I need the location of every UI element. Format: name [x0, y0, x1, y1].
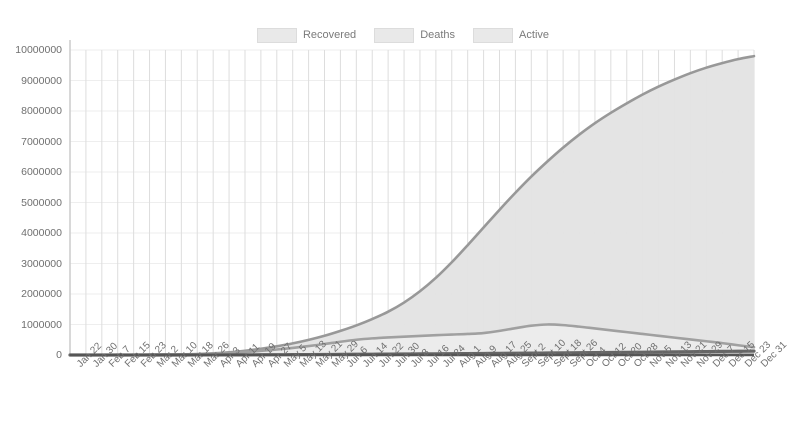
x-axis-tick-label: Jan 30	[90, 340, 120, 370]
x-axis-tick-label: Apr 19	[249, 341, 279, 370]
y-axis-tick-label: 7000000	[21, 135, 62, 148]
x-axis-tick-label: Dec 15	[727, 339, 758, 370]
x-axis-tick-label: Jul 8	[409, 347, 432, 370]
x-axis-tick-label: Jun 30	[393, 340, 423, 370]
x-axis-tick-label: Sept 26	[568, 337, 601, 370]
x-axis-tick-label: May 21	[313, 338, 345, 370]
y-axis-tick-label: 8000000	[21, 105, 62, 117]
x-axis-tick-label: Apr 27	[265, 341, 295, 370]
x-axis-tick-label: Feb 23	[138, 339, 169, 370]
y-axis-tick-label: 2000000	[21, 288, 62, 300]
x-axis-tick-label: Aug 9	[472, 343, 499, 370]
x-axis-tick-label: Jul 24	[440, 343, 468, 370]
x-axis-tick-label: Mar 18	[186, 339, 217, 370]
legend-swatch-deaths-icon	[374, 28, 415, 43]
chart-legend: Recovered Deaths Active	[0, 28, 806, 43]
x-axis-tick-label: Sept 10	[536, 337, 569, 370]
x-axis-tick-label: Nov 13	[663, 339, 694, 370]
y-axis-tick-label: 6000000	[21, 166, 62, 178]
x-axis-tick-label: Dec 23	[743, 339, 774, 370]
x-axis-tick-label: Dec 31	[759, 339, 790, 370]
x-axis-tick-label: Mar 10	[170, 339, 201, 370]
y-axis-tick-label: 1000000	[21, 318, 62, 331]
x-axis-tick-label: Mar 2	[154, 343, 181, 370]
x-axis-tick-label: Oct 28	[631, 341, 661, 370]
y-axis-tick-label: 0	[56, 349, 62, 361]
x-axis-tick-label: Oct 12	[599, 341, 629, 370]
x-axis-tick-label: Aug 1	[456, 343, 484, 370]
x-axis-tick-label: Aug 25	[504, 339, 535, 370]
x-axis-tick-label: Jun 6	[345, 344, 371, 370]
x-axis-tick-label: Nov 29	[695, 339, 726, 370]
x-axis-tick-label: Sept 2	[520, 341, 549, 370]
x-axis-tick-label: May 5	[281, 342, 309, 370]
y-axis-tick-label: 4000000	[21, 227, 62, 239]
x-axis-tick-label: Dec 7	[711, 343, 738, 370]
series-area-recovered	[70, 56, 754, 355]
y-axis-tick-label: 3000000	[21, 257, 62, 270]
x-axis-tick-label: Nov 5	[647, 343, 674, 370]
x-axis-tick-label: Apr 11	[234, 341, 263, 370]
x-axis-tick-label: Feb 7	[106, 343, 133, 370]
legend-label-active: Active	[519, 29, 550, 41]
x-axis-tick-label: Jun 14	[361, 340, 391, 370]
legend-item-active[interactable]: Active	[473, 28, 549, 43]
legend-swatch-recovered-icon	[256, 28, 297, 43]
y-axis-tick-label: 9000000	[21, 74, 62, 87]
legend-item-recovered[interactable]: Recovered	[256, 28, 357, 43]
legend-label-deaths: Deaths	[420, 29, 456, 41]
y-axis-tick-label: 10000000	[15, 44, 62, 56]
x-axis-tick-label: Apr 3	[218, 345, 243, 370]
x-axis-tick-label: May 13	[297, 338, 329, 370]
series-area-active	[70, 324, 754, 355]
x-axis-tick-label: Jan 22	[75, 340, 105, 370]
legend-label-recovered: Recovered	[302, 29, 357, 41]
x-axis-tick-label: Nov 21	[679, 339, 710, 370]
x-axis-tick-label: Feb 15	[122, 339, 153, 370]
x-axis-tick-label: Jul 16	[424, 343, 452, 370]
legend-item-deaths[interactable]: Deaths	[374, 28, 455, 43]
x-axis-tick-label: Oct 4	[584, 345, 609, 370]
x-axis-tick-label: Aug 17	[488, 339, 519, 370]
x-axis-tick-label: May 29	[329, 338, 361, 370]
y-axis-tick-labels: 0 1000000 2000000 3000000 4000000 5000000 6000…	[0, 0, 70, 441]
legend-swatch-active-icon	[473, 28, 514, 43]
x-axis-tick-label: Sept 18	[552, 337, 585, 370]
x-axis-tick-label: Mar 26	[202, 339, 233, 370]
x-axis-tick-label: Jun 22	[377, 340, 407, 370]
y-axis-tick-label: 5000000	[21, 196, 62, 209]
x-axis-tick-label: Oct 20	[615, 341, 645, 370]
